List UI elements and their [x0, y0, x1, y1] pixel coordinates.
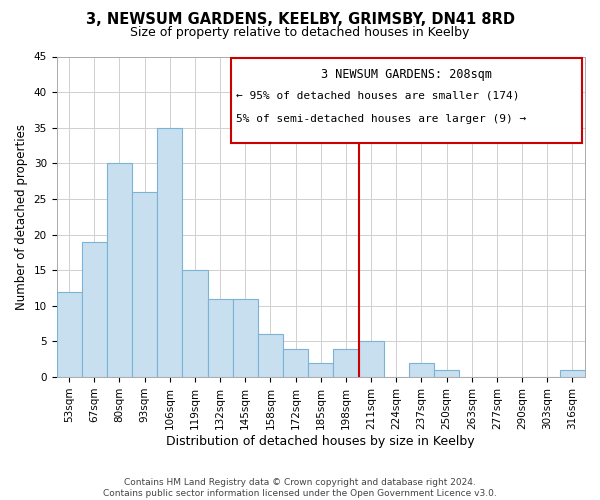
Bar	[233, 298, 258, 377]
Bar	[82, 242, 107, 377]
Text: 3, NEWSUM GARDENS, KEELBY, GRIMSBY, DN41 8RD: 3, NEWSUM GARDENS, KEELBY, GRIMSBY, DN41…	[86, 12, 515, 28]
Bar	[409, 363, 434, 377]
Text: Size of property relative to detached houses in Keelby: Size of property relative to detached ho…	[130, 26, 470, 39]
FancyBboxPatch shape	[231, 58, 583, 143]
X-axis label: Distribution of detached houses by size in Keelby: Distribution of detached houses by size …	[166, 434, 475, 448]
Y-axis label: Number of detached properties: Number of detached properties	[15, 124, 28, 310]
Bar	[283, 348, 308, 377]
Bar	[434, 370, 459, 377]
Bar	[208, 298, 233, 377]
Text: ← 95% of detached houses are smaller (174): ← 95% of detached houses are smaller (17…	[236, 90, 520, 100]
Bar	[258, 334, 283, 377]
Bar	[107, 164, 132, 377]
Text: Contains HM Land Registry data © Crown copyright and database right 2024.
Contai: Contains HM Land Registry data © Crown c…	[103, 478, 497, 498]
Text: 5% of semi-detached houses are larger (9) →: 5% of semi-detached houses are larger (9…	[236, 114, 526, 124]
Bar	[132, 192, 157, 377]
Bar	[157, 128, 182, 377]
Bar	[56, 292, 82, 377]
Bar	[182, 270, 208, 377]
Text: 3 NEWSUM GARDENS: 208sqm: 3 NEWSUM GARDENS: 208sqm	[321, 68, 492, 80]
Bar	[560, 370, 585, 377]
Bar	[334, 348, 359, 377]
Bar	[308, 363, 334, 377]
Bar	[359, 342, 383, 377]
